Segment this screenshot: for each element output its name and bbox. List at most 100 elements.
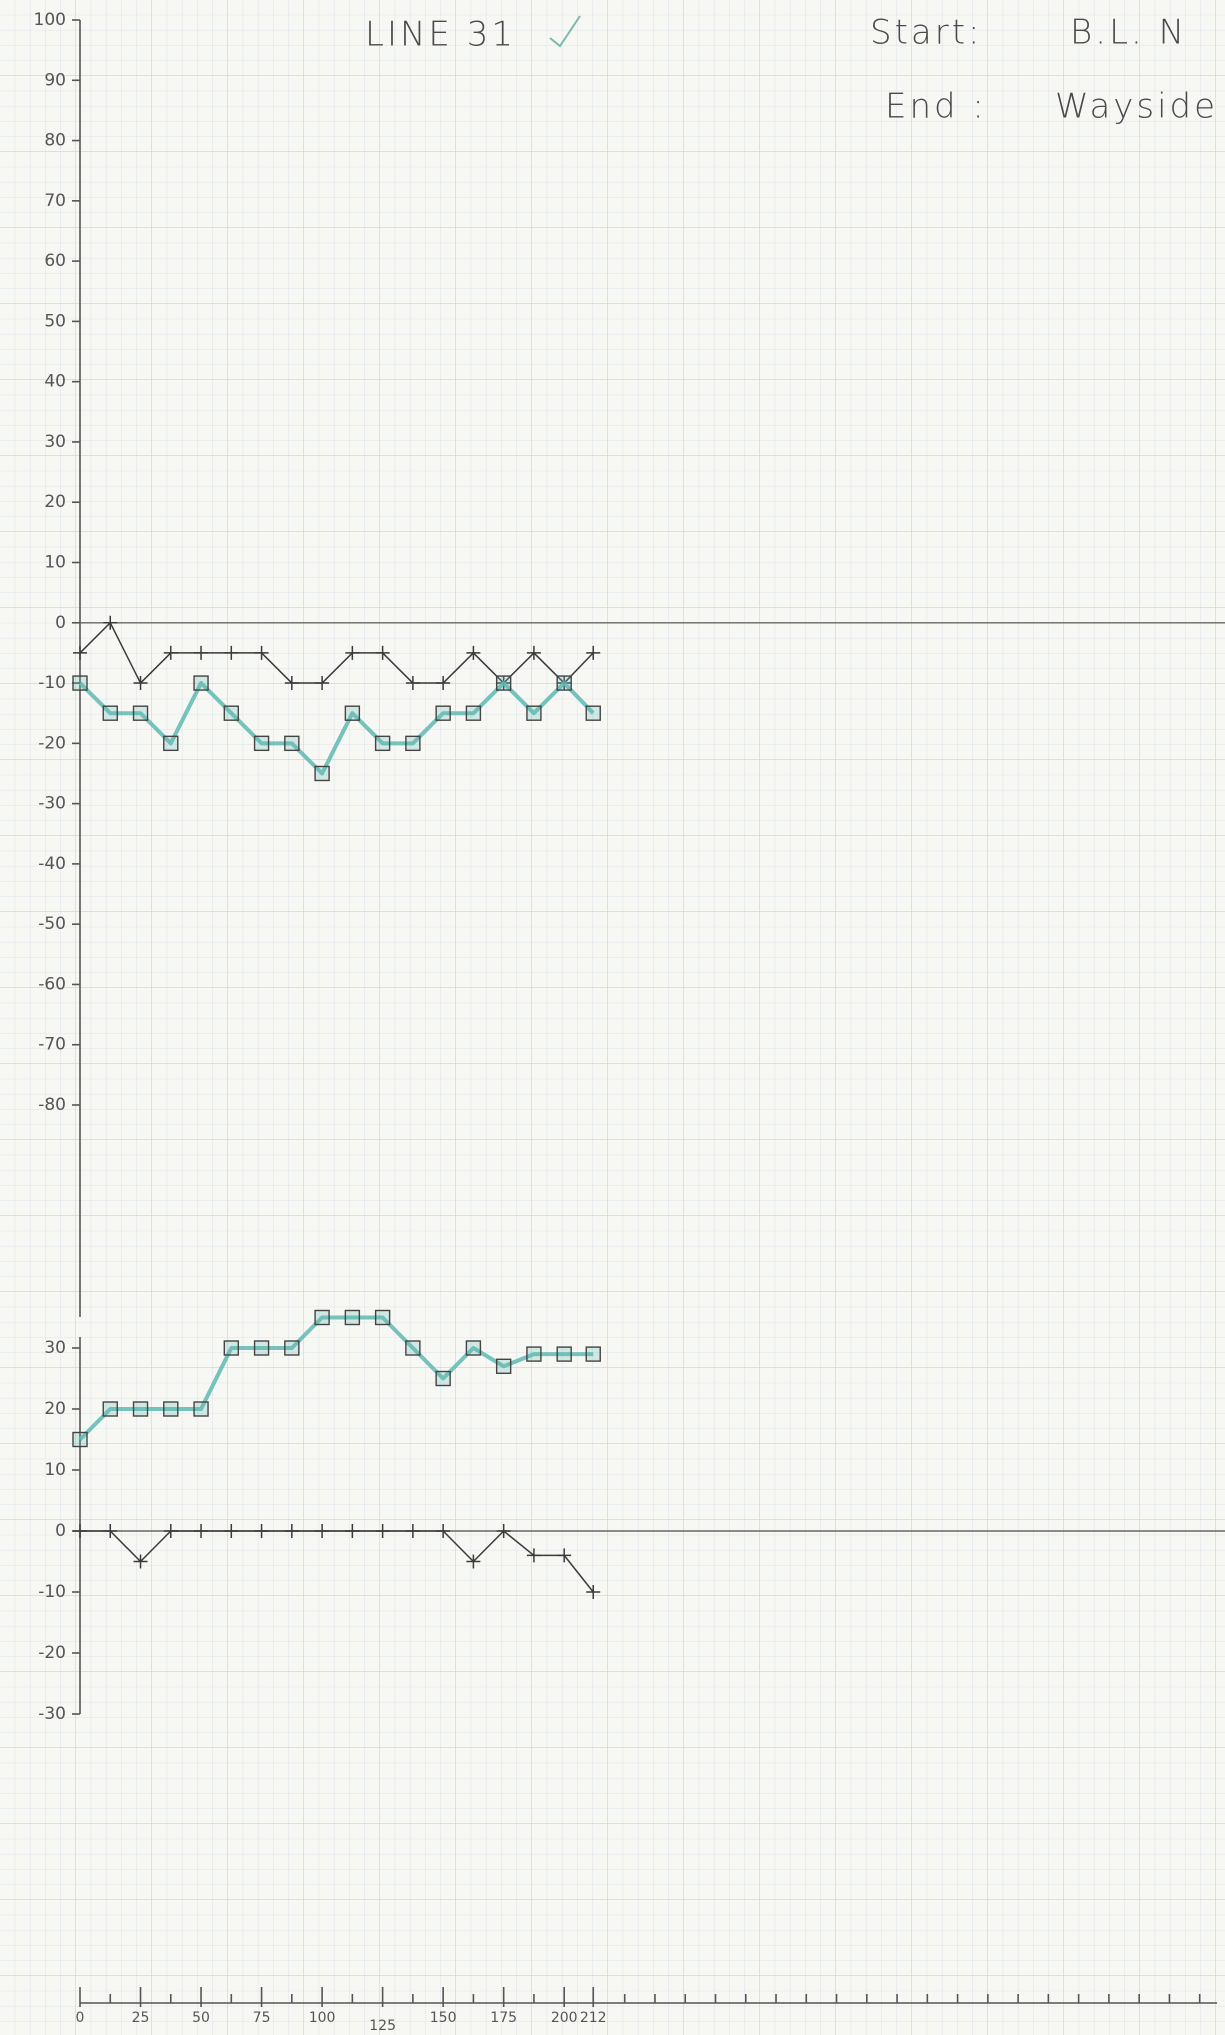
x-tick-label: 100 bbox=[309, 2010, 336, 2026]
start-label: Start: bbox=[870, 13, 983, 53]
y-tick-label: -20 bbox=[38, 733, 66, 753]
series-line bbox=[79, 622, 594, 684]
plus-marker bbox=[133, 1554, 148, 1569]
square-marker bbox=[495, 675, 512, 691]
square-marker bbox=[344, 705, 361, 721]
y-tick-label: -40 bbox=[38, 854, 66, 874]
square-marker bbox=[223, 1340, 240, 1356]
plus-marker bbox=[284, 1524, 299, 1538]
y-tick-label: -70 bbox=[38, 1035, 66, 1055]
plus-marker bbox=[557, 1548, 572, 1563]
square-marker bbox=[284, 735, 300, 752]
plus-marker bbox=[586, 1585, 601, 1599]
square-marker bbox=[374, 1309, 391, 1326]
y-tick-label: 100 bbox=[34, 10, 66, 30]
y-tick-label: 80 bbox=[44, 131, 66, 151]
y-tick-label: -60 bbox=[38, 974, 66, 994]
plus-marker bbox=[73, 645, 87, 660]
square-marker bbox=[585, 705, 601, 721]
chart-title: LINE 31 bbox=[365, 15, 516, 55]
y-tick-label: -30 bbox=[38, 794, 66, 814]
y-tick-label: -10 bbox=[38, 1582, 66, 1602]
square-marker bbox=[405, 735, 421, 752]
plus-marker bbox=[526, 645, 541, 660]
square-marker bbox=[132, 1401, 149, 1417]
plus-marker bbox=[375, 1524, 390, 1538]
square-marker bbox=[163, 1401, 179, 1417]
plus-marker bbox=[103, 1524, 118, 1538]
plus-marker bbox=[405, 1524, 420, 1538]
plus-marker bbox=[163, 645, 178, 660]
plus-marker bbox=[345, 1524, 360, 1538]
square-marker bbox=[556, 675, 572, 691]
square-marker bbox=[465, 705, 482, 721]
plus-marker bbox=[466, 645, 481, 660]
plus-marker bbox=[315, 676, 330, 691]
square-marker bbox=[435, 1370, 451, 1387]
square-marker bbox=[72, 675, 88, 691]
square-marker bbox=[163, 735, 179, 752]
square-marker bbox=[72, 1431, 88, 1448]
start-value: B.L. N bbox=[1070, 13, 1187, 53]
square-marker bbox=[314, 765, 330, 782]
square-marker bbox=[344, 1309, 361, 1326]
y-tick-label: 90 bbox=[44, 70, 66, 90]
plus-marker bbox=[254, 645, 269, 660]
square-marker bbox=[223, 705, 240, 721]
plus-marker bbox=[375, 645, 390, 660]
y-tick-label: 10 bbox=[44, 553, 66, 573]
square-marker bbox=[465, 1340, 482, 1356]
plus-marker bbox=[436, 1524, 451, 1538]
plus-marker bbox=[133, 676, 148, 691]
y-tick-label: 0 bbox=[55, 613, 66, 633]
plus-marker bbox=[586, 645, 601, 660]
plus-marker bbox=[103, 615, 118, 630]
square-marker bbox=[193, 1401, 209, 1417]
y-tick-label: 30 bbox=[44, 1338, 66, 1358]
square-marker bbox=[314, 1309, 330, 1326]
y-tick-label: 10 bbox=[44, 1460, 66, 1480]
square-marker bbox=[374, 735, 391, 752]
plus-marker bbox=[224, 1524, 239, 1538]
plus-marker bbox=[163, 1524, 178, 1538]
plus-marker bbox=[73, 1524, 87, 1538]
y-tick-label: 70 bbox=[44, 191, 66, 211]
y-tick-label: -80 bbox=[38, 1095, 66, 1115]
y-tick-label: -30 bbox=[38, 1704, 66, 1724]
plus-marker bbox=[284, 676, 299, 691]
y-tick-label: 50 bbox=[44, 311, 66, 331]
x-tick-label: 150 bbox=[430, 2010, 457, 2026]
plus-marker bbox=[224, 645, 239, 660]
square-marker bbox=[102, 705, 118, 721]
end-label: End : bbox=[885, 87, 987, 127]
y-tick-label: 0 bbox=[55, 1521, 66, 1541]
series-line bbox=[78, 1315, 594, 1441]
y-tick-label: -50 bbox=[38, 914, 66, 934]
square-marker bbox=[405, 1340, 421, 1356]
y-tick-label: -10 bbox=[38, 673, 66, 693]
x-tick-label: 50 bbox=[192, 2010, 210, 2026]
square-marker bbox=[102, 1401, 118, 1417]
square-marker bbox=[193, 675, 209, 691]
y-tick-label: 40 bbox=[44, 372, 66, 392]
check-mark bbox=[549, 15, 581, 48]
square-marker bbox=[253, 735, 270, 752]
y-tick-label: 20 bbox=[44, 492, 66, 512]
square-marker bbox=[585, 1346, 601, 1362]
y-tick-label: -20 bbox=[38, 1643, 66, 1663]
square-marker bbox=[132, 705, 149, 721]
x-tick-label: 25 bbox=[132, 2010, 150, 2026]
plus-marker bbox=[254, 1524, 269, 1538]
plus-marker bbox=[436, 676, 451, 691]
plus-marker bbox=[405, 676, 420, 691]
square-marker bbox=[526, 1346, 542, 1362]
y-tick-label: 20 bbox=[44, 1399, 66, 1419]
end-value: Wayside bbox=[1055, 87, 1218, 127]
x-tick-label: 75 bbox=[253, 2010, 271, 2026]
series-line bbox=[80, 1530, 594, 1593]
plus-marker bbox=[526, 1548, 541, 1563]
x-tick-label: 125 bbox=[369, 2018, 396, 2034]
x-tick-label: 0 bbox=[76, 2010, 85, 2026]
